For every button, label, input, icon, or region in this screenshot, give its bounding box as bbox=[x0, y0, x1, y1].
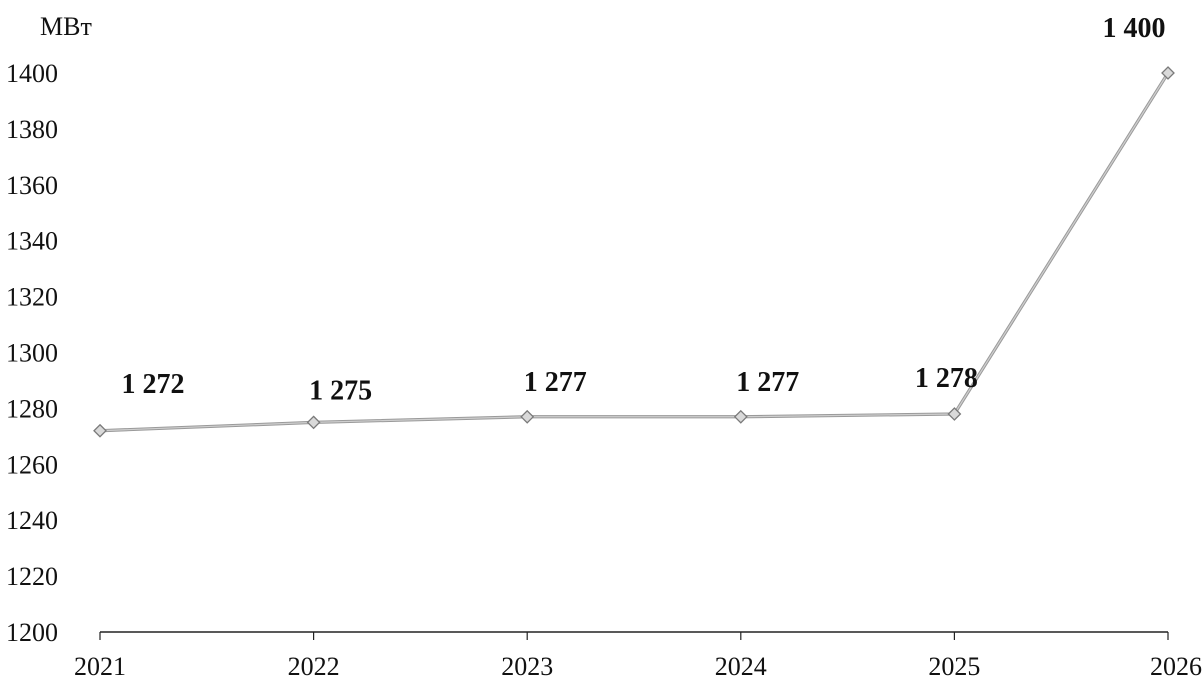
x-tick-label-2026: 2026 bbox=[1150, 652, 1202, 681]
y-tick-label-1220: 1220 bbox=[6, 562, 58, 591]
data-label-2026: 1 400 bbox=[1103, 13, 1166, 44]
data-label-2022: 1 275 bbox=[309, 375, 372, 406]
series-group bbox=[99, 72, 1170, 433]
x-tick-label-2025: 2025 bbox=[928, 652, 980, 681]
y-tick-label-1280: 1280 bbox=[6, 394, 58, 423]
data-points bbox=[93, 66, 1175, 438]
y-tick-label-1320: 1320 bbox=[6, 283, 58, 312]
y-tick-label-1300: 1300 bbox=[6, 339, 58, 368]
data-label-2023: 1 277 bbox=[524, 367, 587, 398]
y-axis-ticks: 1200 1220 1240 1260 1280 1300 1320 1340 1360 1380… bbox=[6, 59, 58, 647]
y-axis-unit-label: МВт bbox=[40, 12, 92, 41]
y-tick-label-1380: 1380 bbox=[6, 115, 58, 144]
x-tick-label-2021: 2021 bbox=[74, 652, 126, 681]
y-tick-label-1400: 1400 bbox=[6, 59, 58, 88]
data-label-2025: 1 278 bbox=[915, 363, 978, 394]
data-labels: 1 272 1 275 1 277 1 277 1 278 1 400 bbox=[122, 13, 1166, 406]
data-point-2023 bbox=[520, 409, 535, 424]
series-line bbox=[99, 72, 1170, 433]
data-label-2021: 1 272 bbox=[122, 369, 185, 400]
data-point-2021 bbox=[93, 423, 107, 438]
y-tick-label-1360: 1360 bbox=[6, 171, 58, 200]
x-tick-label-2024: 2024 bbox=[715, 652, 767, 681]
data-point-2025 bbox=[947, 407, 962, 421]
data-point-2024 bbox=[733, 409, 748, 424]
x-tick-label-2023: 2023 bbox=[501, 652, 553, 681]
y-tick-label-1240: 1240 bbox=[6, 506, 58, 535]
series-line-highlight bbox=[99, 72, 1169, 432]
data-point-2022 bbox=[306, 415, 321, 430]
y-tick-label-1340: 1340 bbox=[6, 227, 58, 256]
x-tick-label-2022: 2022 bbox=[288, 652, 340, 681]
y-tick-label-1200: 1200 bbox=[6, 618, 58, 647]
data-label-2024: 1 277 bbox=[736, 367, 799, 398]
data-point-2026 bbox=[1161, 66, 1175, 80]
x-axis-ticks: 2021 2022 2023 2024 2025 2026 bbox=[74, 632, 1202, 681]
y-tick-label-1260: 1260 bbox=[6, 450, 58, 479]
